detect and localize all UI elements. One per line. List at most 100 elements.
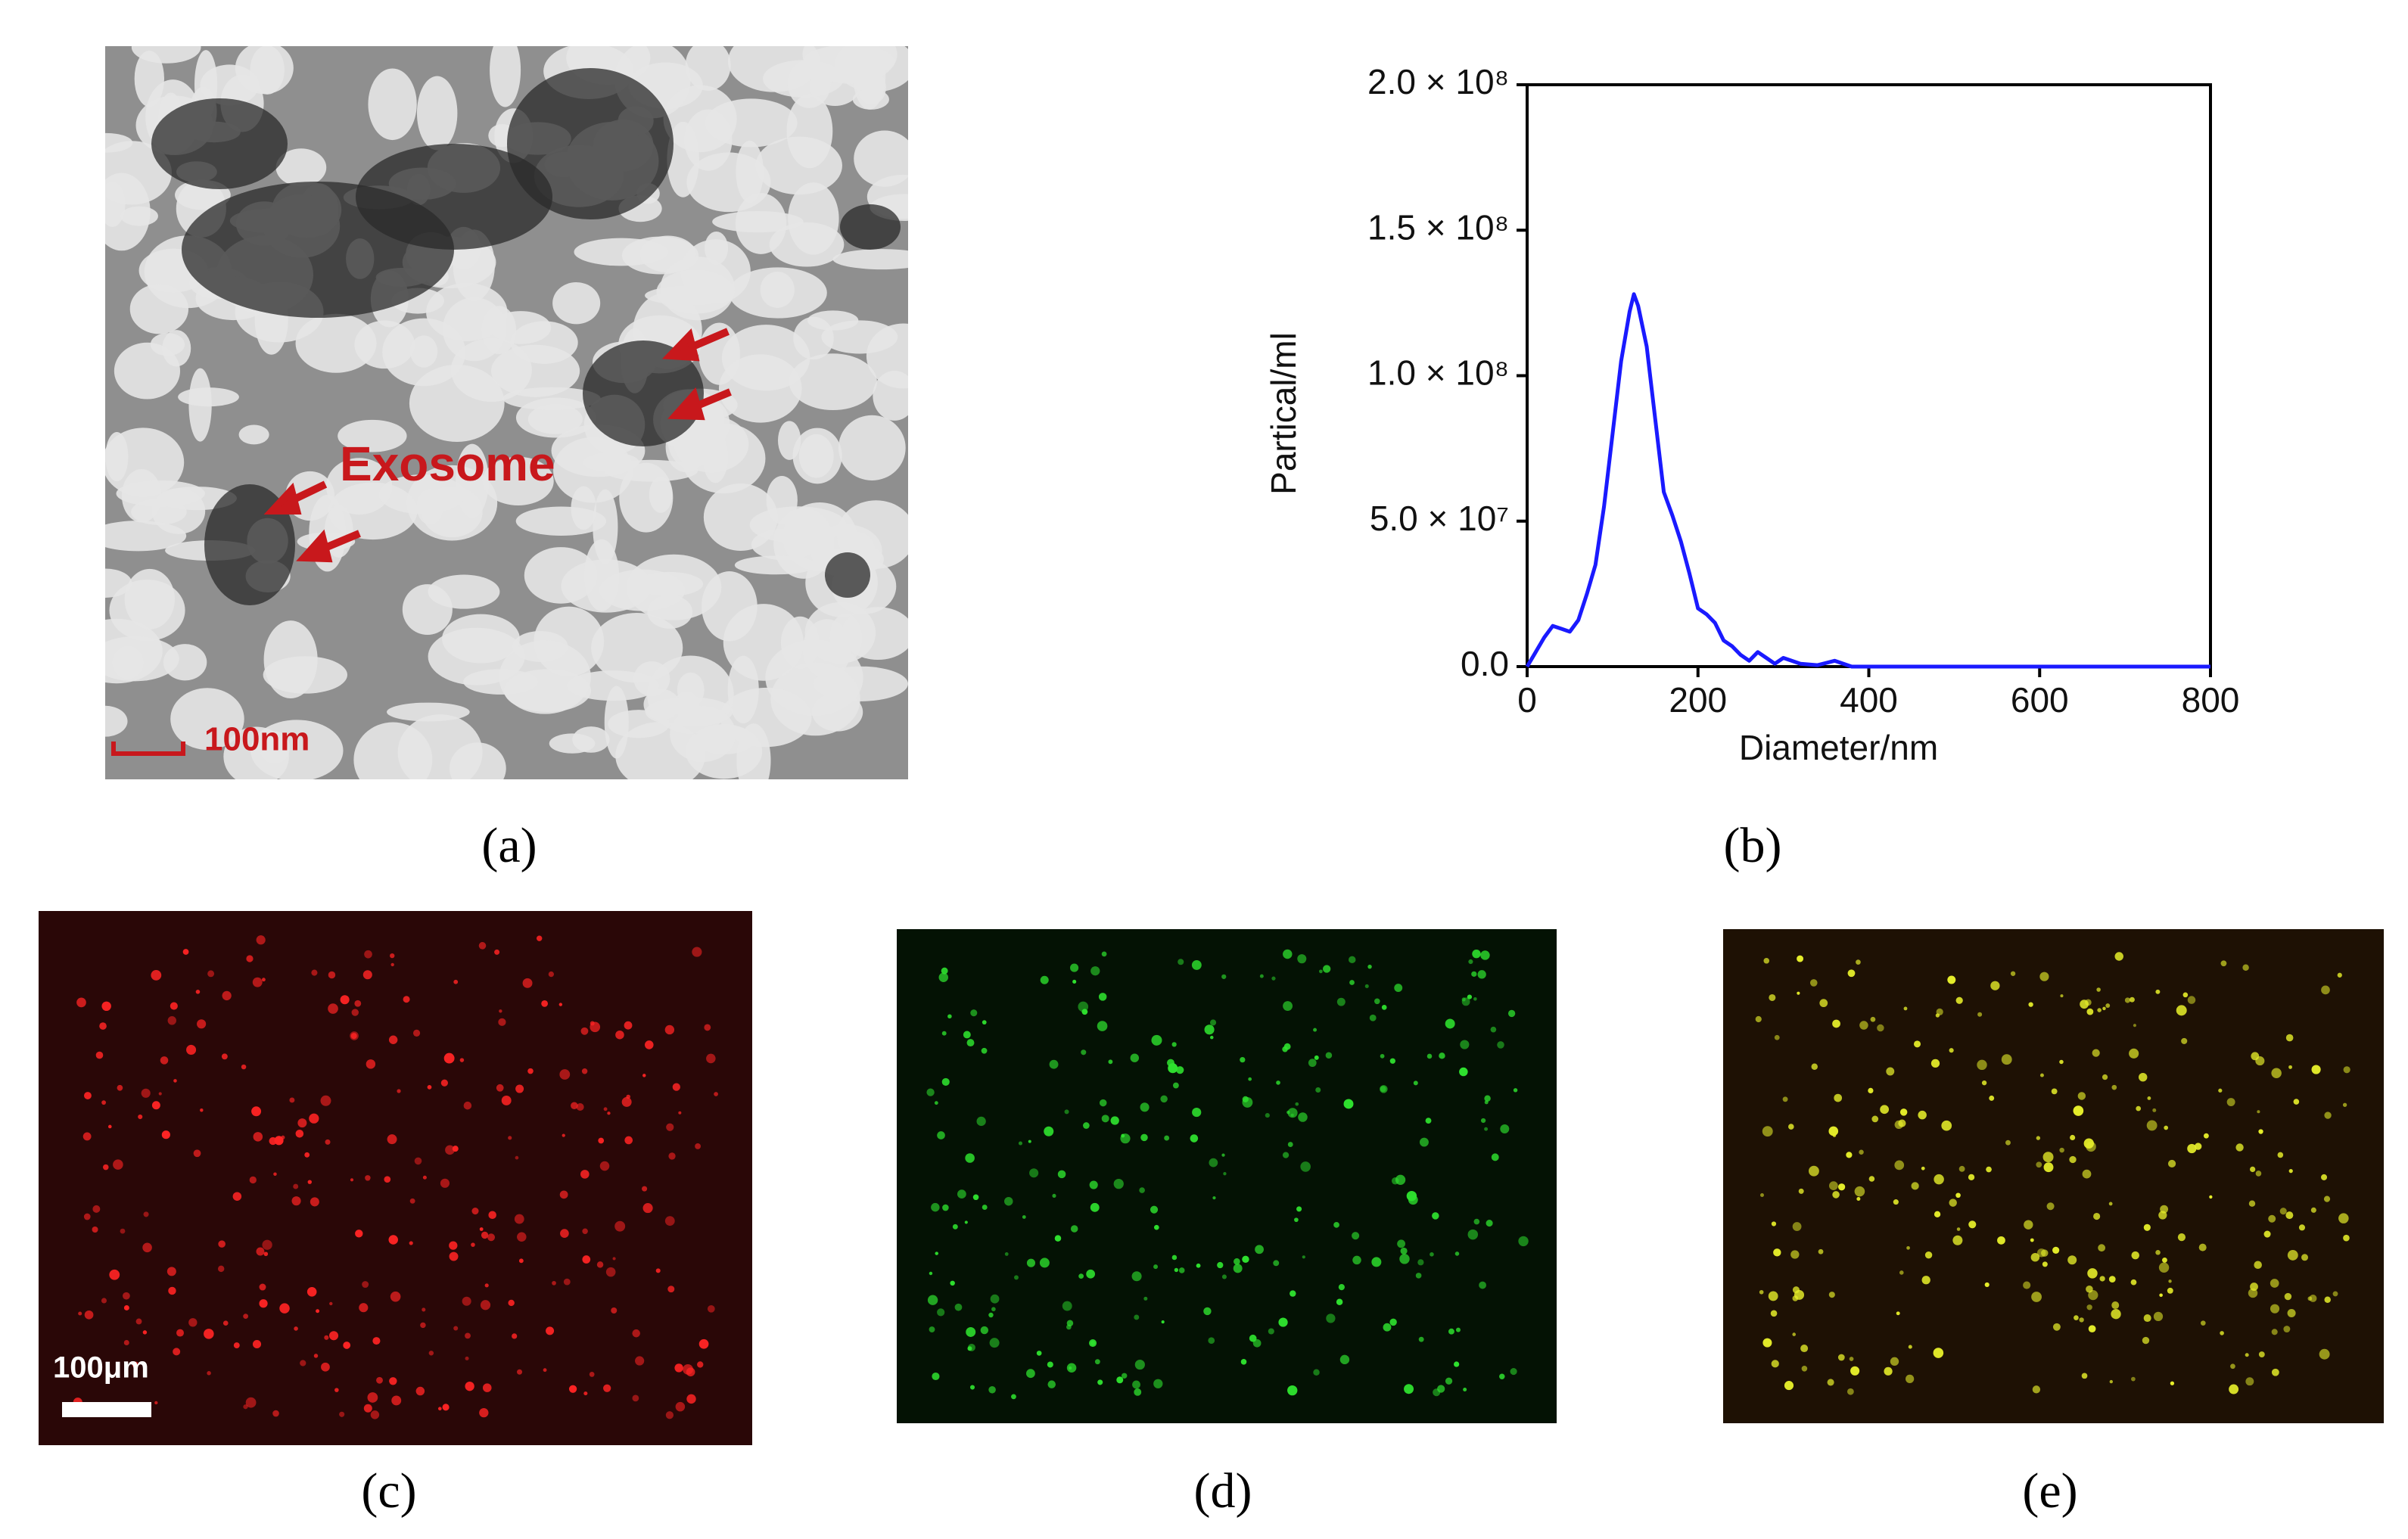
spot xyxy=(403,996,410,1003)
spot xyxy=(158,1092,162,1096)
spot xyxy=(1479,1281,1486,1289)
spot xyxy=(1116,1376,1124,1384)
spot xyxy=(1794,1289,1805,1300)
spot xyxy=(642,1203,653,1214)
spot xyxy=(527,1068,534,1074)
spot xyxy=(1057,1170,1066,1179)
y-axis-title: Partical/ml xyxy=(1264,332,1303,495)
spot xyxy=(2024,1220,2033,1230)
spot xyxy=(325,1139,331,1145)
spot xyxy=(207,970,215,978)
spot xyxy=(2271,1329,2278,1335)
plot-frame xyxy=(1526,83,2212,668)
y-tick-label: 1.5 × 10⁸ xyxy=(1367,207,1509,247)
spot xyxy=(1828,1292,1835,1298)
spot xyxy=(1859,1021,1868,1030)
spot xyxy=(197,1019,207,1029)
spot xyxy=(391,1395,402,1406)
spot xyxy=(934,1101,938,1105)
spot xyxy=(615,1030,624,1040)
spot xyxy=(583,1391,588,1396)
spot xyxy=(1755,1015,1762,1023)
texture-cell xyxy=(129,284,189,334)
spot xyxy=(1986,1166,1992,1173)
spot xyxy=(252,1339,262,1349)
texture-cell xyxy=(549,733,596,754)
texture-cell xyxy=(729,267,827,319)
spot xyxy=(222,990,232,1001)
spot xyxy=(589,1372,595,1377)
spot xyxy=(2258,1129,2263,1134)
spot xyxy=(1287,1108,1298,1118)
spot xyxy=(1047,1361,1053,1368)
spot xyxy=(182,949,189,955)
spot xyxy=(2321,985,2330,995)
spot xyxy=(252,977,263,987)
spot xyxy=(952,1223,958,1230)
spot xyxy=(1326,1314,1336,1323)
spot xyxy=(2067,1255,2077,1265)
spot xyxy=(2108,1202,2113,1206)
spot xyxy=(937,1131,945,1139)
texture-cell xyxy=(686,152,771,213)
spot xyxy=(2285,1034,2294,1042)
spot xyxy=(328,1003,338,1014)
spot xyxy=(1313,1369,1320,1376)
spot xyxy=(1098,993,1107,1001)
spot xyxy=(95,1051,104,1059)
spot xyxy=(674,1363,683,1373)
spot xyxy=(2248,1200,2256,1207)
spot xyxy=(188,1318,198,1327)
spot xyxy=(2338,1213,2349,1223)
spot xyxy=(2187,996,2196,1004)
spot xyxy=(932,1372,940,1381)
spot xyxy=(2086,1141,2096,1152)
spot xyxy=(1062,1301,1072,1311)
spot xyxy=(253,1132,263,1142)
spot xyxy=(1894,1160,1905,1171)
spot xyxy=(78,1311,82,1316)
spot xyxy=(1070,963,1079,972)
spot xyxy=(1949,1199,1957,1207)
spot xyxy=(1762,1338,1772,1348)
spot xyxy=(82,1132,92,1141)
spot xyxy=(1054,1235,1062,1242)
spot xyxy=(968,1343,975,1351)
spot xyxy=(1322,965,1331,973)
spot xyxy=(1759,1289,1764,1295)
spot xyxy=(1507,1009,1516,1018)
scale-bar-label: 100nm xyxy=(204,721,310,758)
spot xyxy=(1797,955,1804,962)
spot xyxy=(328,971,336,979)
spot xyxy=(135,1318,142,1325)
spot xyxy=(1265,1113,1270,1118)
spot xyxy=(1408,1195,1418,1205)
spot xyxy=(1977,1059,1987,1071)
texture-cell xyxy=(250,46,285,95)
spot xyxy=(515,1084,524,1093)
spot xyxy=(2257,1110,2260,1114)
spot xyxy=(324,1335,329,1340)
spot xyxy=(621,1096,632,1107)
spot xyxy=(479,1227,484,1231)
spot xyxy=(1014,1275,1019,1280)
spot xyxy=(1947,975,1956,984)
spot xyxy=(667,1286,675,1293)
spot xyxy=(668,1152,676,1160)
spot xyxy=(2198,1243,2207,1251)
spot xyxy=(161,1130,170,1139)
spot xyxy=(123,1304,129,1310)
spot xyxy=(2230,1363,2235,1370)
spot xyxy=(1072,979,1077,984)
spot xyxy=(412,1029,421,1037)
spot xyxy=(1196,1263,1201,1268)
spot xyxy=(246,955,254,962)
spot xyxy=(1968,1174,1975,1181)
spot xyxy=(560,1229,569,1238)
spot xyxy=(1790,1250,1800,1259)
spot xyxy=(1439,1052,1445,1059)
spot xyxy=(459,1058,465,1062)
spot xyxy=(1868,1176,1875,1182)
spot xyxy=(2152,1108,2157,1112)
spot xyxy=(465,1332,471,1339)
